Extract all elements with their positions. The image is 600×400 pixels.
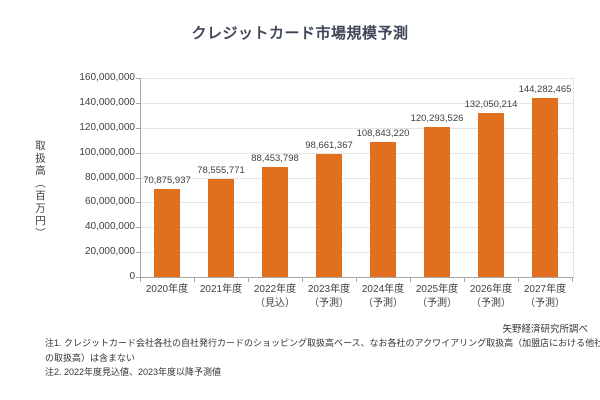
x-tick-mark — [356, 278, 357, 282]
y-tick-label: 140,000,000 — [79, 97, 135, 108]
footnote-line: 注2. 2022年度見込値、2023年度以降予測値 — [45, 367, 222, 377]
gridline — [141, 128, 573, 129]
bar-value-label: 120,293,526 — [410, 113, 464, 124]
bar-2026年度 — [478, 113, 504, 277]
y-tick-label: 0 — [129, 271, 135, 282]
gridline — [141, 103, 573, 104]
y-tick-mark — [136, 78, 140, 79]
bar-value-label: 108,843,220 — [356, 128, 410, 139]
x-tick-sublabel: （予測） — [525, 298, 565, 309]
x-tick-sublabel: （見込） — [255, 298, 295, 309]
bar-2024年度 — [370, 142, 396, 277]
x-tick-mark — [302, 278, 303, 282]
y-tick-mark — [136, 202, 140, 203]
x-tick-label: 2027年度 — [523, 284, 567, 295]
x-tick-mark — [572, 278, 573, 282]
x-tick-label: 2024年度 — [361, 284, 405, 295]
x-tick-label: 2020年度 — [145, 284, 189, 295]
bar-2021年度 — [208, 179, 234, 277]
y-tick-mark — [136, 153, 140, 154]
y-tick-label: 100,000,000 — [79, 147, 135, 158]
x-tick-label: 2022年度 — [253, 284, 297, 295]
x-tick-mark — [410, 278, 411, 282]
y-tick-label: 120,000,000 — [79, 122, 135, 133]
y-tick-label: 160,000,000 — [79, 72, 135, 83]
bar-2023年度 — [316, 154, 342, 277]
x-tick-mark — [464, 278, 465, 282]
footnote-line: の取扱高）は含まない — [45, 352, 136, 363]
bar-2020年度 — [154, 189, 180, 277]
x-tick-sublabel: （予測） — [417, 298, 457, 309]
chart-title: クレジットカード市場規模予測 — [191, 25, 409, 42]
x-tick-mark — [140, 278, 141, 282]
bar-2027年度 — [532, 98, 558, 277]
x-tick-label: 2025年度 — [415, 284, 459, 295]
bar-value-label: 88,453,798 — [251, 153, 299, 164]
y-tick-label: 60,000,000 — [84, 196, 135, 207]
y-tick-mark — [136, 252, 140, 253]
y-tick-label: 80,000,000 — [84, 172, 135, 183]
footnote-line: 注1. クレジットカード会社各社の自社発行カードのショッピング取扱高ベース、なお… — [45, 338, 600, 348]
x-tick-label: 2026年度 — [469, 284, 513, 295]
x-tick-sublabel: （予測） — [363, 298, 403, 309]
gridline — [141, 153, 573, 154]
gridline — [141, 202, 573, 203]
bar-value-label: 78,555,771 — [197, 165, 245, 176]
y-tick-mark — [136, 277, 140, 278]
x-tick-sublabel: （予測） — [309, 298, 349, 309]
y-tick-label: 20,000,000 — [84, 246, 135, 257]
gridline — [141, 227, 573, 228]
x-tick-mark — [194, 278, 195, 282]
y-tick-mark — [136, 103, 140, 104]
y-tick-label: 40,000,000 — [84, 221, 135, 232]
bar-2022年度 — [262, 167, 288, 277]
gridline — [141, 78, 573, 79]
x-tick-mark — [248, 278, 249, 282]
y-tick-mark — [136, 128, 140, 129]
y-tick-mark — [136, 178, 140, 179]
bar-value-label: 144,282,465 — [518, 84, 572, 95]
bar-value-label: 98,661,367 — [305, 140, 353, 151]
x-tick-label: 2023年度 — [307, 284, 351, 295]
bar-value-label: 70,875,937 — [143, 175, 191, 186]
x-tick-mark — [518, 278, 519, 282]
gridline — [141, 178, 573, 179]
gridline — [141, 252, 573, 253]
y-tick-mark — [136, 227, 140, 228]
plot-area — [140, 78, 574, 278]
x-tick-sublabel: （予測） — [471, 298, 511, 309]
y-axis-title: 取扱高（百万円） — [34, 140, 46, 240]
x-tick-label: 2021年度 — [199, 284, 243, 295]
bar-2025年度 — [424, 127, 450, 277]
source-note: 矢野経済研究所調べ — [502, 324, 588, 335]
footnotes: 注1. クレジットカード会社各社の自社発行カードのショッピング取扱高ベース、なお… — [45, 336, 600, 380]
bar-value-label: 132,050,214 — [464, 99, 518, 110]
